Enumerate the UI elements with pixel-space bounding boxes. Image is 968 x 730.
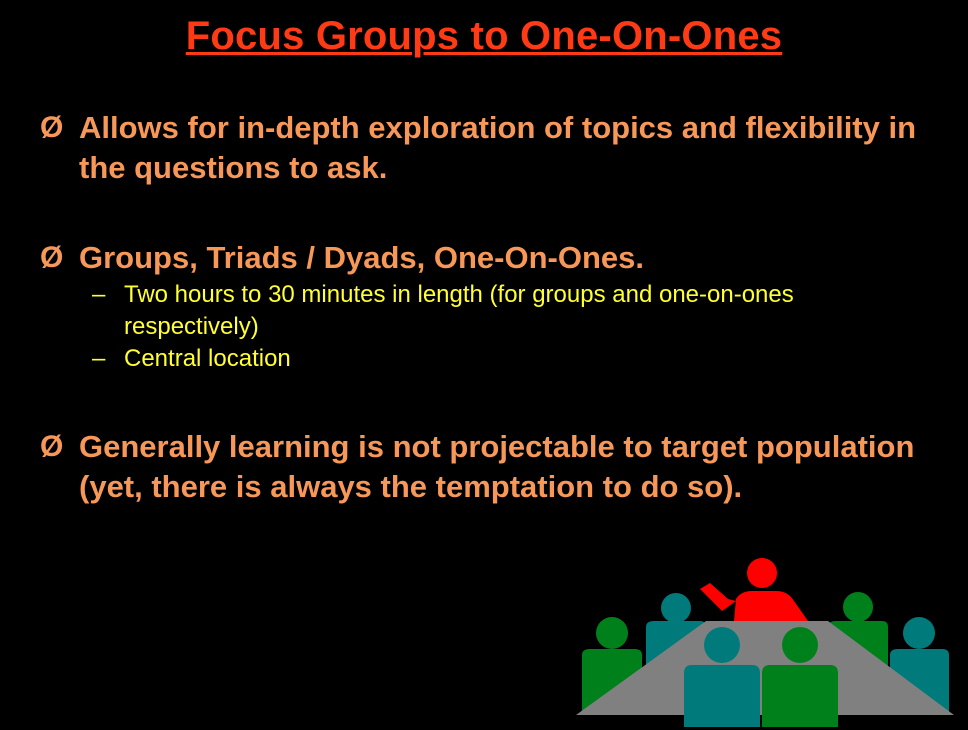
bullet-marker: Ø — [40, 241, 64, 274]
slide-title: Focus Groups to One-On-Ones — [185, 14, 783, 58]
presenter-icon — [700, 558, 808, 621]
bullet-marker: Ø — [40, 430, 64, 463]
meeting-table-icon — [576, 558, 954, 727]
bullet-item-1: Ø Allows for in-depth exploration of top… — [40, 108, 920, 188]
person-front-green-icon — [762, 627, 838, 727]
bullet-marker: Ø — [40, 111, 64, 144]
bullet-text: Generally learning is not projectable to… — [79, 429, 915, 504]
sub-text: Two hours to 30 minutes in length (for g… — [124, 281, 794, 340]
bullet-item-2: Ø Groups, Triads / Dyads, One-On-Ones. — [40, 238, 920, 278]
sub-item-2: – Central location — [92, 343, 892, 375]
sub-item-1: – Two hours to 30 minutes in length (for… — [92, 279, 892, 343]
person-front-teal-icon — [684, 627, 760, 727]
sub-marker: – — [92, 281, 106, 308]
bullet-text: Allows for in-depth exploration of topic… — [79, 110, 917, 185]
bullet-item-3: Ø Generally learning is not projectable … — [40, 427, 920, 507]
sub-marker: – — [92, 345, 106, 372]
bullet-text: Groups, Triads / Dyads, One-On-Ones. — [79, 240, 645, 275]
sub-text: Central location — [124, 345, 291, 372]
